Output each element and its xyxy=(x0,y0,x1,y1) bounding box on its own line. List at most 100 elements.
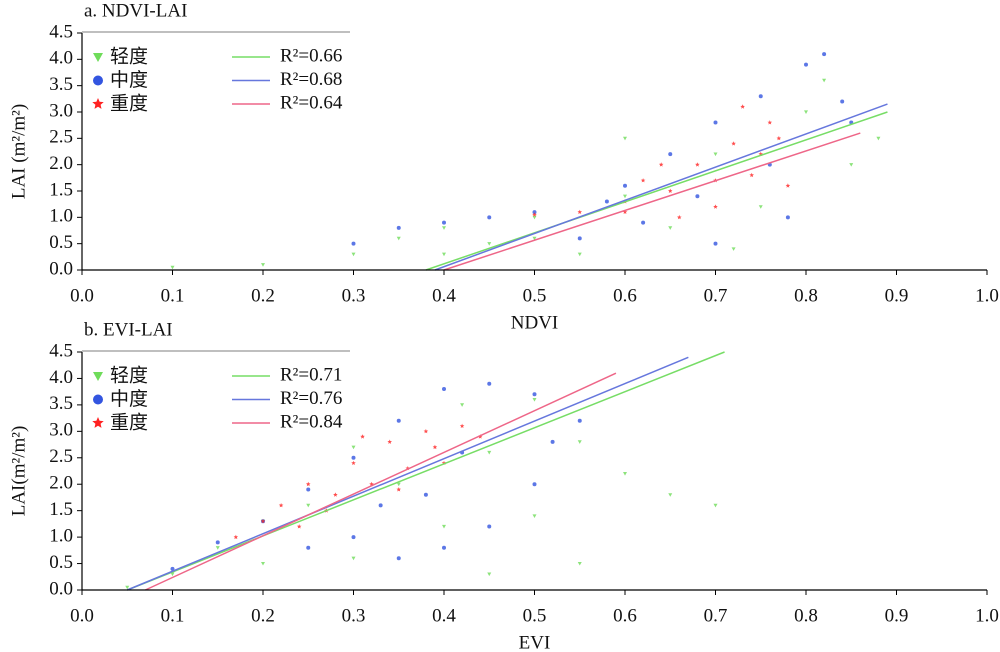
y-tick-label: 2.0 xyxy=(49,153,73,174)
point xyxy=(668,226,673,230)
point xyxy=(640,178,646,183)
point xyxy=(713,204,718,209)
point xyxy=(261,263,265,267)
point xyxy=(804,110,808,114)
point xyxy=(785,215,790,220)
point xyxy=(351,241,356,246)
point xyxy=(822,52,827,57)
point xyxy=(695,162,700,167)
point xyxy=(623,136,627,141)
fit-line xyxy=(126,356,689,591)
point xyxy=(577,440,582,444)
legend-label: R²=0.66 xyxy=(280,45,342,66)
point xyxy=(532,215,537,220)
point xyxy=(396,556,401,561)
point xyxy=(351,445,356,450)
x-tick-label: 0.4 xyxy=(432,605,456,626)
y-tick-label: 4.5 xyxy=(49,21,73,42)
y-tick-label: 3.0 xyxy=(49,100,73,121)
x-tick-label: 0.2 xyxy=(251,285,275,306)
point xyxy=(487,572,492,577)
y-axis-label: LAI(m²/m²) xyxy=(8,426,29,517)
point xyxy=(351,460,356,465)
x-tick-label: 0.1 xyxy=(161,605,185,626)
point xyxy=(215,540,220,545)
point xyxy=(668,152,673,157)
point xyxy=(577,252,582,257)
legend-label: R²=0.68 xyxy=(280,69,342,90)
legend-marker xyxy=(92,98,104,109)
point xyxy=(387,439,392,444)
point xyxy=(641,220,646,225)
point xyxy=(351,556,356,561)
point xyxy=(532,482,537,487)
x-tick-label: 0.9 xyxy=(885,285,909,306)
legend-label: 重度 xyxy=(110,412,148,434)
point xyxy=(758,94,763,99)
point xyxy=(840,99,845,104)
point xyxy=(731,141,736,146)
point xyxy=(306,545,311,550)
x-axis-label: NDVI xyxy=(511,312,559,333)
point xyxy=(532,398,537,402)
legend-marker xyxy=(93,53,103,62)
point xyxy=(351,252,356,257)
point xyxy=(668,188,673,193)
point xyxy=(306,503,311,508)
fit-line xyxy=(425,111,888,271)
y-tick-label: 0.5 xyxy=(49,232,73,253)
point xyxy=(369,481,374,487)
point xyxy=(441,460,447,465)
y-tick-label: 4.0 xyxy=(49,48,73,69)
point xyxy=(487,450,492,455)
legend-marker xyxy=(93,394,103,405)
panel-title: b. EVI-LAI xyxy=(84,319,173,340)
point xyxy=(713,503,718,508)
y-tick-label: 1.0 xyxy=(49,525,73,546)
y-tick-label: 2.0 xyxy=(49,473,73,494)
x-tick-label: 0.7 xyxy=(704,285,728,306)
point xyxy=(677,214,682,220)
point xyxy=(713,152,718,157)
point xyxy=(623,183,627,188)
point xyxy=(740,104,745,109)
x-tick-label: 0.7 xyxy=(704,605,728,626)
x-tick-label: 0.8 xyxy=(794,605,818,626)
point xyxy=(260,518,266,524)
x-tick-label: 0.3 xyxy=(342,285,366,306)
point xyxy=(396,236,401,241)
legend-marker xyxy=(93,372,103,381)
point xyxy=(423,492,428,497)
point xyxy=(306,481,311,487)
point xyxy=(758,205,763,209)
point xyxy=(215,546,220,550)
point xyxy=(442,524,446,529)
point xyxy=(658,162,664,167)
legend-marker xyxy=(92,417,104,428)
x-tick-label: 1.0 xyxy=(975,285,999,306)
point xyxy=(822,78,827,83)
point xyxy=(622,209,628,214)
y-tick-label: 0.0 xyxy=(49,578,73,599)
legend-marker xyxy=(93,75,103,86)
point xyxy=(442,226,446,230)
point xyxy=(668,493,673,497)
point xyxy=(396,487,401,492)
point xyxy=(432,444,438,450)
x-tick-label: 0.5 xyxy=(523,285,547,306)
legend-label: R²=0.84 xyxy=(280,411,343,432)
y-tick-label: 3.5 xyxy=(49,74,73,95)
x-tick-label: 0.2 xyxy=(251,605,275,626)
point xyxy=(532,212,537,217)
fit-line xyxy=(145,372,617,591)
x-axis-label: EVI xyxy=(519,632,551,652)
x-tick-label: 0.5 xyxy=(523,605,547,626)
x-tick-label: 0.0 xyxy=(70,285,94,306)
y-tick-label: 2.5 xyxy=(49,446,73,467)
point xyxy=(351,455,356,460)
fit-line xyxy=(126,351,725,591)
point xyxy=(296,524,302,529)
point xyxy=(532,236,537,241)
point xyxy=(623,194,627,199)
